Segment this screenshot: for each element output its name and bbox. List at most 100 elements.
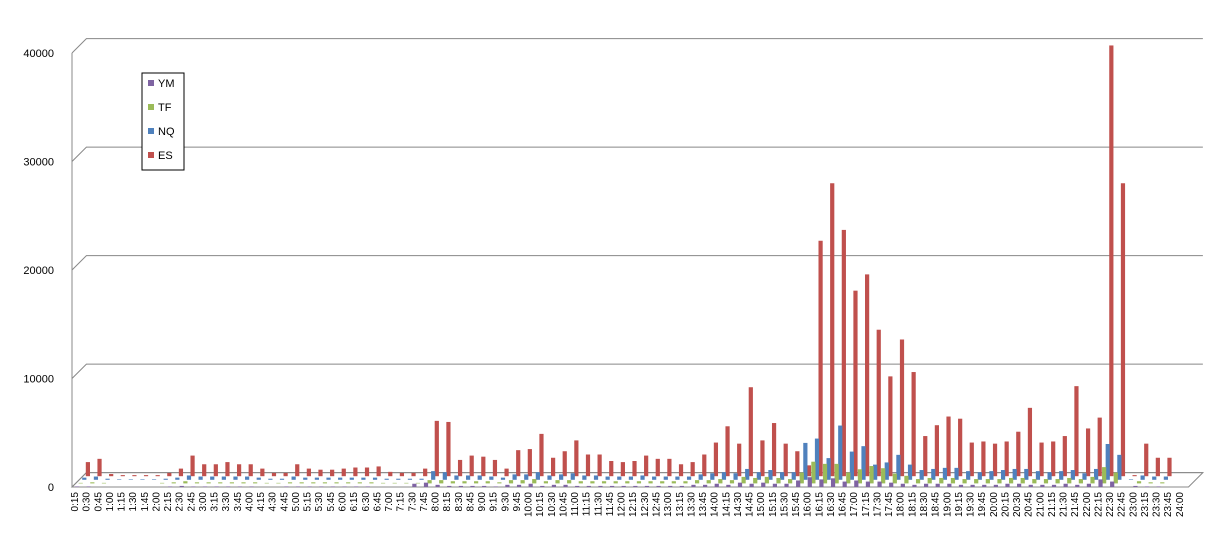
x-tick-label: 19:00 — [942, 492, 953, 517]
bar — [640, 475, 645, 480]
bar — [601, 481, 607, 484]
bar — [698, 474, 703, 480]
bar — [737, 482, 743, 487]
bar — [655, 458, 660, 477]
bar — [620, 462, 625, 477]
x-tick-label: 8:15 — [442, 492, 453, 512]
bar — [183, 481, 188, 484]
x-tick-label: 8:00 — [431, 492, 442, 512]
x-tick-label: 16:15 — [814, 492, 825, 517]
bar — [780, 472, 785, 480]
bar — [1070, 470, 1075, 480]
bar — [1117, 454, 1122, 480]
bar — [997, 479, 1002, 484]
bar — [934, 425, 939, 477]
bar — [236, 464, 242, 477]
bar — [1098, 479, 1103, 487]
x-tick-label: 12:00 — [617, 492, 628, 517]
bar — [814, 438, 820, 480]
bar — [307, 486, 312, 487]
bar — [334, 482, 339, 484]
bar — [691, 484, 696, 487]
bar — [396, 478, 401, 480]
x-tick-label: 17:45 — [884, 492, 895, 517]
x-tick-label: 14:00 — [710, 492, 721, 517]
bar — [796, 480, 801, 487]
x-tick-label: 7:45 — [419, 492, 430, 512]
x-tick-label: 6:30 — [361, 492, 372, 512]
bar — [404, 482, 409, 484]
bar — [671, 481, 676, 484]
bar — [354, 486, 359, 487]
bar — [431, 471, 436, 480]
bar — [992, 443, 998, 477]
bar — [562, 451, 567, 477]
bar — [799, 472, 804, 484]
bar — [760, 440, 765, 477]
bar — [873, 464, 878, 480]
bar — [527, 449, 532, 477]
x-tick-label: 9:30 — [500, 492, 511, 512]
bar — [319, 486, 324, 487]
bar — [194, 482, 200, 484]
bar — [706, 480, 711, 484]
x-tick-label: 9:00 — [477, 492, 488, 512]
bar — [482, 485, 487, 487]
bar — [346, 482, 351, 484]
bar — [721, 472, 727, 480]
bar — [725, 426, 730, 477]
bar — [977, 472, 982, 480]
bar — [969, 442, 974, 477]
bar — [1090, 476, 1095, 484]
bar — [117, 479, 122, 480]
bar — [935, 483, 940, 487]
bar — [508, 480, 514, 484]
bar — [756, 472, 761, 480]
bar — [633, 485, 638, 487]
bar — [555, 480, 560, 484]
bar — [505, 484, 510, 487]
bar — [749, 483, 754, 487]
bar — [492, 459, 498, 477]
bar — [539, 433, 544, 477]
bar — [457, 459, 463, 477]
bar — [842, 481, 847, 487]
x-tick-label: 16:30 — [826, 492, 837, 517]
bar — [923, 436, 928, 477]
x-tick-label: 15:00 — [756, 492, 767, 517]
bar — [675, 476, 680, 480]
bar — [1156, 486, 1161, 487]
bar — [1144, 486, 1150, 487]
bar — [1043, 479, 1049, 484]
bar — [1075, 484, 1080, 487]
bar — [907, 464, 913, 480]
bar — [175, 477, 180, 480]
bar — [617, 476, 622, 480]
bar — [710, 473, 715, 480]
bar — [590, 481, 595, 484]
bar — [803, 442, 808, 480]
bar — [625, 481, 630, 484]
bar — [168, 486, 173, 487]
bar — [190, 455, 195, 477]
bar — [1120, 183, 1126, 477]
bar — [512, 474, 517, 480]
bar — [384, 478, 389, 480]
x-tick-label: 13:00 — [663, 492, 674, 517]
bar — [311, 482, 316, 484]
grid-line — [71, 255, 1203, 271]
x-tick-label: 20:15 — [1000, 492, 1011, 517]
bar — [865, 274, 870, 477]
x-tick-label: 5:00 — [291, 492, 302, 512]
bar — [357, 482, 362, 484]
x-tick-label: 17:00 — [849, 492, 860, 517]
bar — [353, 467, 358, 477]
bar — [888, 376, 893, 477]
bar — [1051, 484, 1057, 487]
bar — [954, 467, 959, 480]
x-tick-label: 2:30 — [175, 492, 186, 512]
bar — [1032, 479, 1037, 484]
bar — [947, 483, 952, 487]
bar — [613, 481, 618, 484]
x-tick-label: 4:15 — [256, 492, 267, 512]
